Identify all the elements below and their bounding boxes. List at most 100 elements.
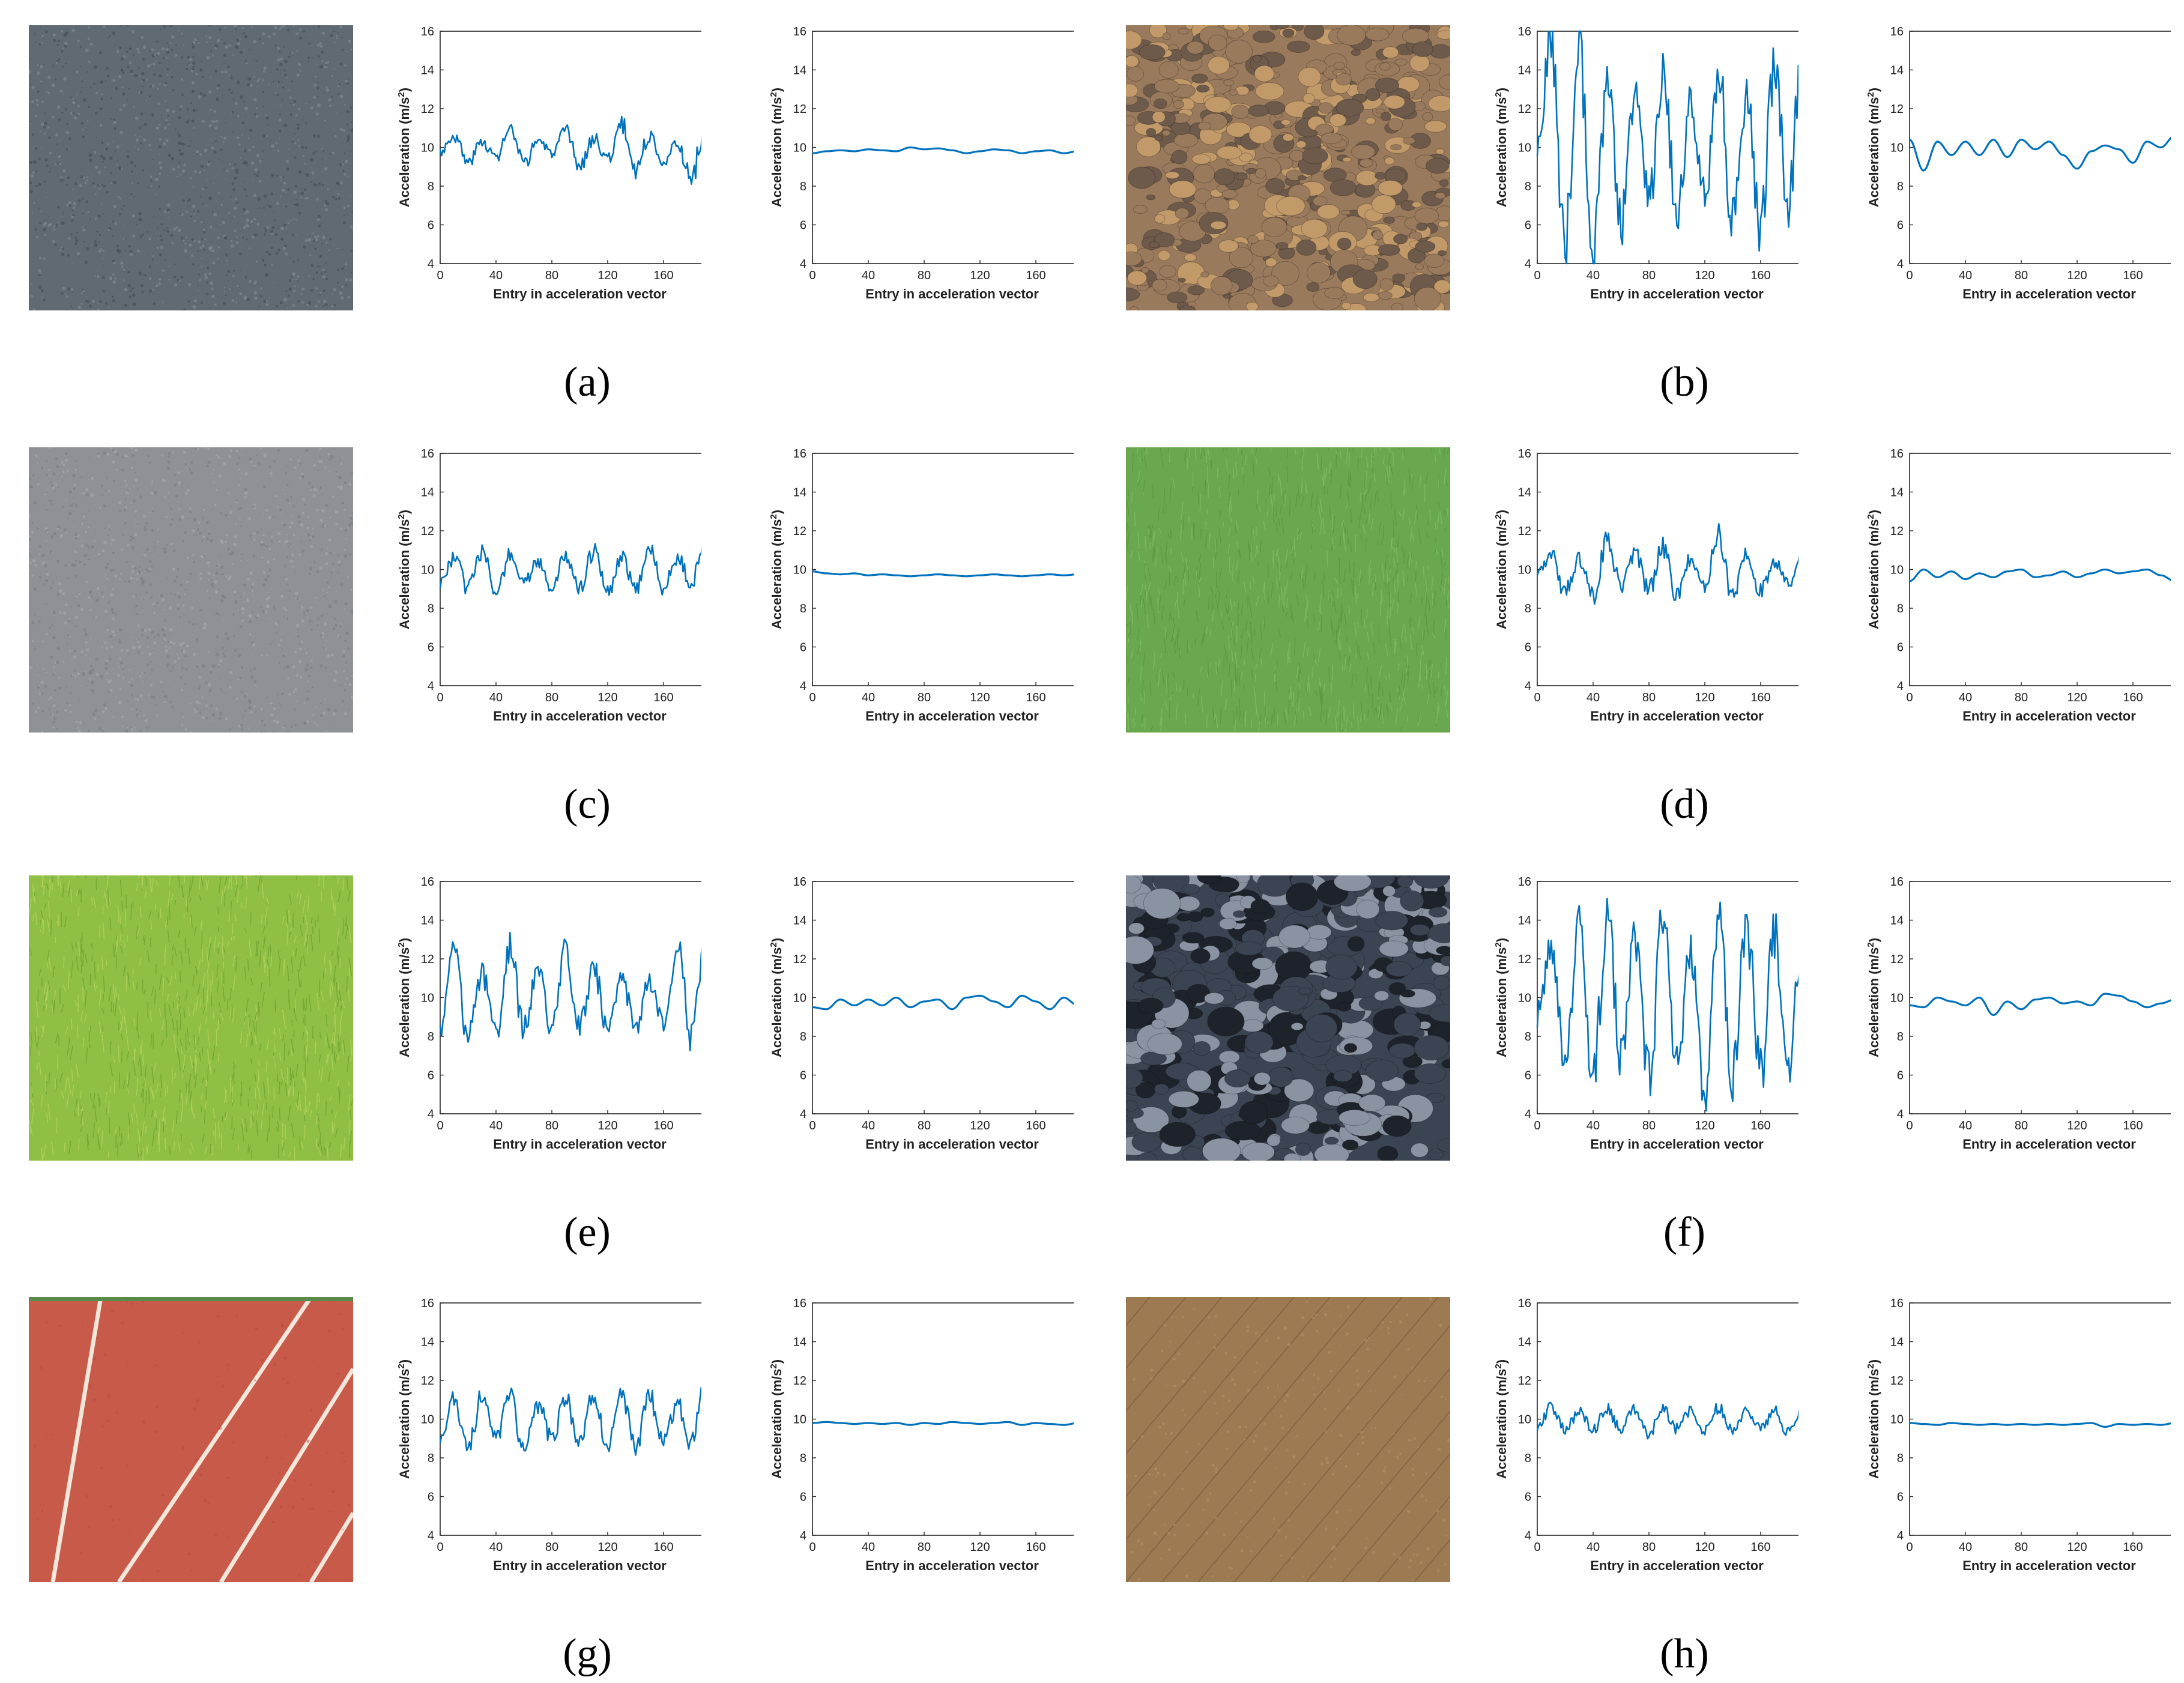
y-tick-label: 12: [1518, 525, 1531, 538]
y-tick-label: 4: [800, 1529, 806, 1542]
y-tick-label: 16: [1890, 875, 1904, 889]
surface-photo-graphic: [29, 1297, 353, 1582]
acceleration-series-line: [1536, 1401, 1798, 1440]
x-tick-label: 40: [489, 691, 503, 704]
y-tick-label: 16: [421, 1297, 434, 1310]
surface-photo-graphic: [29, 875, 353, 1161]
plot-frame: [812, 453, 1074, 686]
y-tick-label: 16: [421, 447, 434, 461]
x-tick-label: 160: [653, 1541, 673, 1554]
filtered-acceleration-chart-d: 0408012016020046810121416Entry in accele…: [1835, 443, 2171, 743]
x-tick-label: 160: [653, 269, 673, 282]
x-tick-label: 40: [489, 1119, 503, 1132]
raw-acceleration-chart-f: 0408012016020046810121416Entry in accele…: [1462, 871, 1798, 1171]
y-tick-label: 8: [428, 1030, 434, 1044]
x-tick-label: 0: [437, 691, 443, 704]
y-tick-label: 12: [421, 1374, 434, 1388]
y-tick-label: 4: [428, 258, 434, 271]
x-tick-label: 160: [2123, 1119, 2143, 1132]
x-tick-label: 160: [1750, 1541, 1770, 1554]
surface-photo-graphic: [1126, 25, 1450, 310]
y-tick-label: 14: [1890, 486, 1904, 500]
y-tick-label: 10: [1890, 992, 1904, 1005]
y-tick-label: 6: [1525, 219, 1531, 232]
y-axis-label: Acceleration (m/s2): [769, 510, 785, 629]
y-tick-label: 8: [428, 602, 434, 615]
x-tick-label: 120: [597, 1541, 617, 1554]
y-tick-label: 6: [1525, 1069, 1531, 1083]
y-tick-label: 8: [1525, 1452, 1531, 1465]
x-tick-label: 80: [1642, 1541, 1656, 1554]
y-tick-label: 8: [1525, 602, 1531, 615]
acceleration-plot-svg: 0408012016020046810121416Entry in accele…: [1866, 1297, 2171, 1573]
x-tick-label: 120: [1695, 1119, 1714, 1132]
acceleration-plot-svg: 0408012016020046810121416Entry in accele…: [396, 1297, 701, 1573]
y-axis-label: Acceleration (m/s2): [769, 88, 785, 207]
x-tick-label: 80: [2015, 1541, 2028, 1554]
acceleration-series-line: [439, 932, 701, 1051]
y-tick-label: 14: [421, 1336, 434, 1349]
y-tick-label: 14: [793, 914, 806, 928]
filtered-acceleration-chart-c: 0408012016020046810121416Entry in accele…: [737, 443, 1074, 743]
x-tick-label: 120: [597, 269, 617, 282]
y-tick-label: 6: [800, 1069, 806, 1083]
x-tick-label: 80: [545, 269, 558, 282]
y-tick-label: 8: [1897, 602, 1904, 615]
raw-acceleration-chart-b: 0408012016020046810121416Entry in accele…: [1462, 20, 1798, 321]
x-tick-label: 40: [1587, 691, 1600, 704]
acceleration-plot-svg: 0408012016020046810121416Entry in accele…: [769, 1297, 1074, 1573]
panel-caption: (b): [1660, 359, 1709, 405]
y-tick-label: 4: [428, 680, 434, 693]
x-tick-label: 0: [1906, 1541, 1913, 1554]
plot-frame: [1909, 881, 2171, 1114]
x-tick-label: 0: [809, 691, 815, 704]
x-axis-label: Entry in acceleration vector: [493, 709, 667, 724]
y-tick-label: 6: [800, 641, 806, 654]
x-tick-label: 40: [1959, 1541, 1972, 1554]
y-tick-label: 4: [1525, 258, 1531, 271]
x-tick-label: 0: [1906, 1119, 1913, 1132]
acceleration-series-line: [812, 994, 1074, 1011]
surface-photo-c: [29, 447, 353, 733]
filtered-acceleration-chart-a: 0408012016020046810121416Entry in accele…: [737, 20, 1074, 321]
x-axis-label: Entry in acceleration vector: [493, 1137, 667, 1152]
x-tick-label: 160: [653, 1119, 673, 1132]
x-tick-label: 80: [2015, 269, 2028, 282]
x-tick-label: 80: [918, 691, 931, 704]
x-tick-label: 40: [1587, 269, 1600, 282]
y-tick-label: 10: [421, 142, 434, 155]
x-tick-label: 40: [489, 1541, 503, 1554]
y-tick-label: 14: [1518, 64, 1531, 77]
x-tick-label: 120: [970, 691, 990, 704]
y-tick-label: 10: [793, 1413, 806, 1427]
plot-frame: [1537, 881, 1798, 1114]
y-axis-label: Acceleration (m/s2): [1866, 88, 1882, 207]
acceleration-plot-svg: 0408012016020046810121416Entry in accele…: [396, 25, 701, 301]
y-tick-label: 4: [428, 1529, 434, 1542]
y-tick-label: 6: [1897, 1491, 1904, 1504]
plot-frame: [440, 881, 701, 1114]
panel-caption: (f): [1663, 1209, 1705, 1255]
acceleration-plot-svg: 0408012016020046810121416Entry in accele…: [1866, 447, 2171, 724]
y-axis-label: Acceleration (m/s2): [396, 1359, 413, 1479]
y-tick-label: 16: [793, 447, 806, 461]
x-tick-label: 80: [545, 691, 558, 704]
x-tick-label: 80: [545, 1541, 558, 1554]
y-tick-label: 6: [1897, 219, 1904, 232]
y-tick-label: 10: [1890, 142, 1904, 155]
x-tick-label: 160: [1026, 1119, 1045, 1132]
acceleration-plot-svg: 0408012016020046810121416Entry in accele…: [1493, 1297, 1798, 1573]
y-tick-label: 6: [428, 1491, 434, 1504]
plot-frame: [1537, 31, 1798, 264]
y-tick-label: 16: [793, 25, 806, 38]
y-tick-label: 12: [1890, 1374, 1904, 1388]
surface-photo-graphic: [1126, 447, 1450, 733]
plot-frame: [1909, 1302, 2171, 1536]
acceleration-series-line: [439, 115, 701, 185]
y-tick-label: 14: [793, 1336, 806, 1349]
y-tick-label: 10: [421, 564, 434, 577]
surface-photo-a: [29, 25, 353, 310]
panel-caption: (h): [1660, 1631, 1709, 1677]
x-tick-label: 40: [1587, 1541, 1600, 1554]
y-tick-label: 16: [793, 875, 806, 889]
